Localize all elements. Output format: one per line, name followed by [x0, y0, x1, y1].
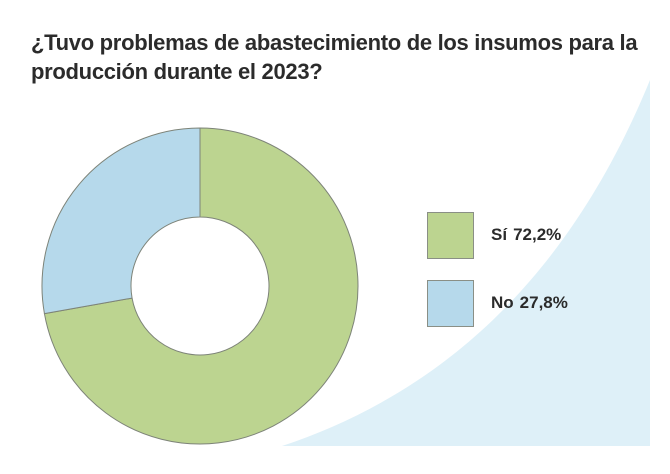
legend-value-no: 27,8% — [519, 293, 568, 312]
legend-swatch-si — [427, 211, 474, 259]
legend-item-no: No 27,8% — [427, 278, 574, 328]
legend-category-si: Sí — [491, 225, 508, 244]
legend-category-no: No — [491, 293, 514, 312]
legend-label-si: Sí 72,2% — [491, 225, 567, 245]
donut-slice-si — [43, 127, 359, 445]
donut-chart — [41, 127, 359, 445]
chart-title: ¿Tuvo problemas de abastecimiento de los… — [31, 30, 638, 84]
legend-item-si: Sí 72,2% — [427, 210, 567, 260]
donut-slice-no — [41, 127, 201, 315]
legend-label-no: No 27,8% — [491, 293, 574, 313]
legend-value-si: 72,2% — [513, 225, 562, 244]
legend-swatch-no — [427, 279, 474, 327]
